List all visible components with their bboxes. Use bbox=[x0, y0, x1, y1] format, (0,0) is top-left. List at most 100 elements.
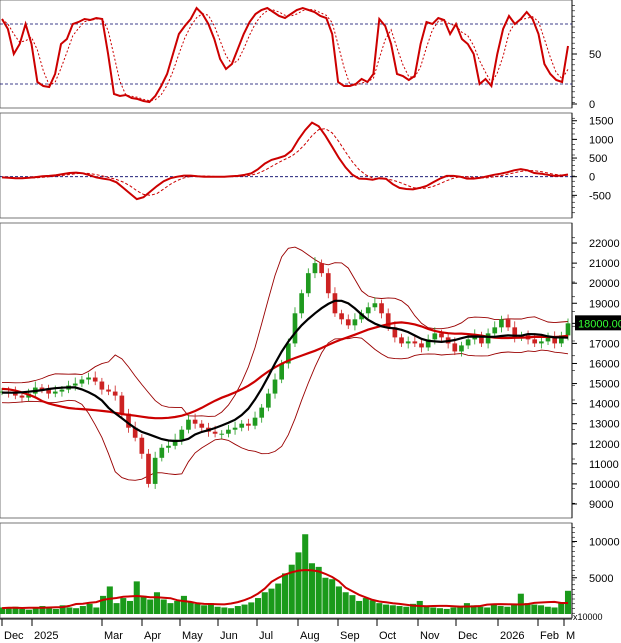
price-tick-label: 20000 bbox=[589, 278, 620, 290]
volume-bar bbox=[524, 603, 531, 614]
volume-bar bbox=[329, 579, 336, 614]
price-candle bbox=[252, 417, 258, 426]
price-candle bbox=[166, 445, 171, 448]
x-tick-label: Dec bbox=[4, 630, 24, 642]
price-candle bbox=[52, 391, 58, 394]
volume-bar bbox=[295, 552, 302, 614]
price-candle bbox=[192, 419, 198, 424]
price-candle bbox=[266, 393, 271, 408]
volume-bar bbox=[349, 595, 356, 614]
volume-multiplier-label: x10000 bbox=[573, 612, 603, 622]
last-price-box bbox=[575, 315, 621, 331]
stochastic-tick-label: 0 bbox=[589, 99, 595, 111]
price-candle bbox=[39, 387, 45, 390]
price-candle bbox=[46, 389, 51, 394]
volume-bar bbox=[302, 534, 309, 614]
volume-bar bbox=[194, 603, 201, 614]
price-candle bbox=[146, 453, 151, 484]
price-candle bbox=[499, 319, 504, 328]
volume-bar bbox=[389, 605, 396, 614]
price-candle bbox=[292, 313, 298, 344]
price-candle bbox=[246, 423, 251, 426]
price-candle bbox=[359, 313, 364, 320]
price-candle bbox=[392, 327, 398, 338]
price-candle bbox=[72, 383, 78, 386]
volume-bar bbox=[12, 606, 19, 614]
price-candle bbox=[285, 343, 291, 364]
volume-bar bbox=[214, 606, 221, 614]
price-candle bbox=[239, 423, 245, 428]
price-candle bbox=[106, 389, 111, 392]
price-candle bbox=[126, 413, 131, 428]
volume-bar bbox=[409, 603, 417, 614]
volume-bar bbox=[376, 603, 383, 614]
price-candle bbox=[559, 335, 564, 344]
price-candle bbox=[379, 303, 384, 314]
volume-bar bbox=[369, 600, 376, 614]
volume-bar bbox=[180, 595, 187, 614]
price-candle bbox=[152, 457, 158, 484]
price-tick-label: 22000 bbox=[589, 238, 620, 250]
volume-bar bbox=[73, 608, 80, 614]
macd-panel-frame bbox=[0, 112, 573, 219]
macd-line bbox=[1, 121, 569, 201]
volume-tick-label: 10000 bbox=[589, 537, 620, 549]
x-tick-label: Dec bbox=[458, 630, 478, 642]
price-candle bbox=[119, 395, 125, 414]
volume-bar bbox=[268, 588, 275, 614]
price-tick-label: 16000 bbox=[589, 358, 620, 370]
volume-bar bbox=[140, 595, 147, 614]
volume-bar bbox=[423, 606, 430, 614]
price-candle bbox=[59, 389, 65, 392]
price-candle bbox=[465, 339, 471, 346]
volume-bar bbox=[490, 604, 497, 614]
price-candle bbox=[345, 319, 351, 326]
price-candle bbox=[79, 379, 85, 384]
volume-bar bbox=[160, 599, 167, 614]
volume-bar bbox=[201, 605, 208, 614]
volume-bar bbox=[39, 606, 46, 614]
volume-bar bbox=[497, 606, 504, 614]
volume-bar bbox=[531, 604, 538, 614]
volume-bar bbox=[248, 602, 255, 614]
price-candle bbox=[412, 341, 418, 344]
volume-bar bbox=[86, 603, 93, 614]
volume-bar bbox=[430, 607, 437, 614]
price-candle bbox=[425, 339, 431, 348]
x-tick-label: May bbox=[182, 630, 203, 642]
price-ma-fast bbox=[1, 299, 569, 443]
volume-bar bbox=[463, 603, 470, 614]
price-candle bbox=[432, 333, 438, 340]
last-price-label: 18000.00 bbox=[578, 318, 621, 330]
price-tick-label: 15000 bbox=[589, 379, 620, 391]
price-candle bbox=[272, 379, 278, 394]
price-candle bbox=[226, 429, 231, 434]
price-candle bbox=[439, 333, 444, 338]
volume-bar bbox=[403, 606, 410, 614]
stochastic-tick-label: 50 bbox=[589, 49, 601, 61]
volume-bar bbox=[207, 603, 214, 614]
price-candle bbox=[19, 395, 25, 398]
volume-bar bbox=[79, 606, 86, 614]
x-tick-label: Apr bbox=[144, 630, 161, 642]
price-candle bbox=[399, 337, 404, 344]
volume-bar bbox=[221, 607, 228, 614]
price-candle bbox=[545, 337, 551, 342]
price-candle bbox=[86, 377, 91, 380]
price-candle bbox=[352, 319, 358, 326]
price-candle bbox=[112, 391, 118, 396]
volume-bar bbox=[174, 600, 181, 614]
volume-bar bbox=[477, 606, 484, 614]
price-tick-label: 10000 bbox=[589, 479, 620, 491]
volume-bar bbox=[255, 598, 262, 614]
volume-bar bbox=[126, 600, 134, 614]
price-tick-label: 19000 bbox=[589, 298, 620, 310]
volume-bar bbox=[241, 604, 248, 614]
volume-bar bbox=[538, 605, 545, 614]
x-tick-label: M bbox=[566, 630, 575, 642]
volume-bar bbox=[484, 607, 491, 614]
volume-bar bbox=[46, 608, 53, 614]
price-candle bbox=[485, 333, 491, 344]
volume-bar bbox=[322, 577, 329, 614]
